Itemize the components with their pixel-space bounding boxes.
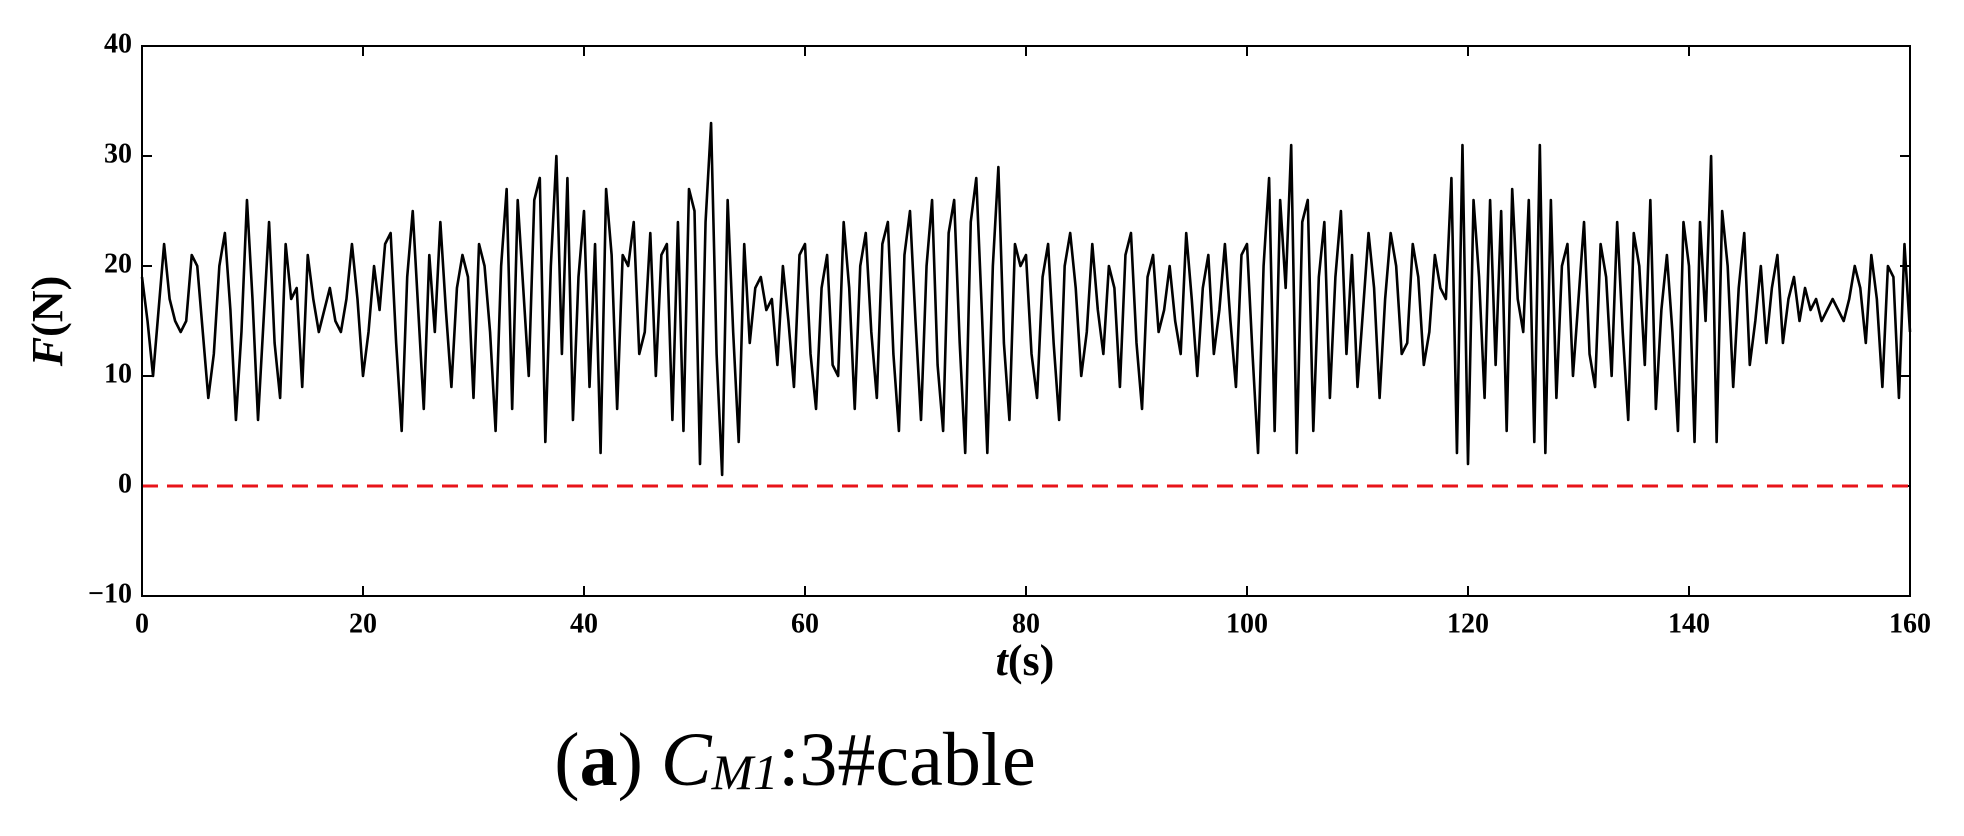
x-axis-label: t(s) xyxy=(996,636,1055,685)
data-line xyxy=(140,121,1912,477)
y-tick-label: 30 xyxy=(104,138,132,169)
y-label-unit: (N) xyxy=(23,276,72,337)
x-tick-label: 0 xyxy=(135,608,149,639)
x-tick-label: 140 xyxy=(1668,608,1710,639)
x-label-var: t xyxy=(996,636,1010,685)
caption-text: :3#cable xyxy=(778,718,1035,802)
caption-close: ) xyxy=(618,718,643,802)
y-tick-label: 40 xyxy=(104,28,132,59)
y-tick-label: 10 xyxy=(104,358,132,389)
x-tick-label: 120 xyxy=(1447,608,1489,639)
y-tick-label: 0 xyxy=(118,468,132,499)
y-axis-label: F(N) xyxy=(23,276,72,367)
y-tick-label: −10 xyxy=(88,578,132,609)
y-label-var: F xyxy=(23,337,72,367)
plot-frame xyxy=(141,45,1911,597)
x-tick-label: 80 xyxy=(1012,608,1040,639)
x-tick-label: 100 xyxy=(1226,608,1268,639)
caption-open: ( xyxy=(554,718,579,802)
x-label-unit: (s) xyxy=(1008,636,1054,685)
x-tick-label: 160 xyxy=(1889,608,1931,639)
x-tick-label: 40 xyxy=(570,608,598,639)
caption: (a) CM1:3#cable xyxy=(554,718,1035,802)
x-tick-label: 60 xyxy=(791,608,819,639)
caption-sub: M1 xyxy=(711,744,779,800)
caption-var: C xyxy=(661,718,713,802)
x-tick-label: 20 xyxy=(349,608,377,639)
y-tick-label: 20 xyxy=(104,248,132,279)
caption-tag: a xyxy=(580,718,618,802)
